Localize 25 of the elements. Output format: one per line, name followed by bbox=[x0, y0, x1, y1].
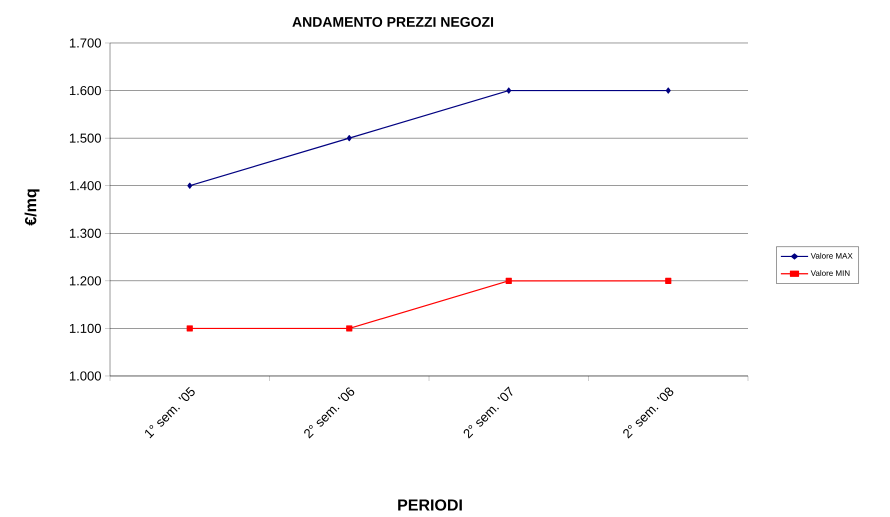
y-tick-label: 1.200 bbox=[70, 276, 101, 286]
point bbox=[506, 278, 512, 284]
x-tick-label: 2° sem. '06 bbox=[304, 387, 354, 439]
x-tick-label: 1° sem. '05 bbox=[145, 386, 195, 438]
y-tick-label: 1.400 bbox=[70, 181, 101, 190]
point bbox=[346, 325, 352, 332]
y-tick-label: 1.100 bbox=[70, 324, 101, 334]
x-tick-label: 2° sem. '07 bbox=[464, 386, 513, 439]
y-axis-title: €/mq bbox=[24, 189, 40, 226]
point bbox=[506, 87, 512, 94]
point bbox=[665, 278, 672, 284]
point bbox=[187, 182, 192, 189]
y-tick-label: 1.000 bbox=[70, 371, 101, 381]
point bbox=[186, 325, 193, 332]
y-tick-label: 1.500 bbox=[70, 134, 101, 143]
legend-label: Valore MIN bbox=[810, 270, 850, 276]
chart-title: ANDAMENTO PREZZI NEGOZI bbox=[292, 17, 494, 27]
x-tick-label: 2° sem. '08 bbox=[623, 388, 674, 439]
point bbox=[666, 87, 671, 94]
y-tick-label: 1.700 bbox=[70, 38, 101, 48]
point bbox=[346, 135, 352, 142]
y-tick-label: 1.600 bbox=[70, 86, 101, 96]
legend-label: Valore MAX bbox=[810, 252, 853, 259]
y-tick-label: 1.300 bbox=[70, 228, 101, 238]
x-axis-title: PERIODI bbox=[398, 499, 462, 511]
